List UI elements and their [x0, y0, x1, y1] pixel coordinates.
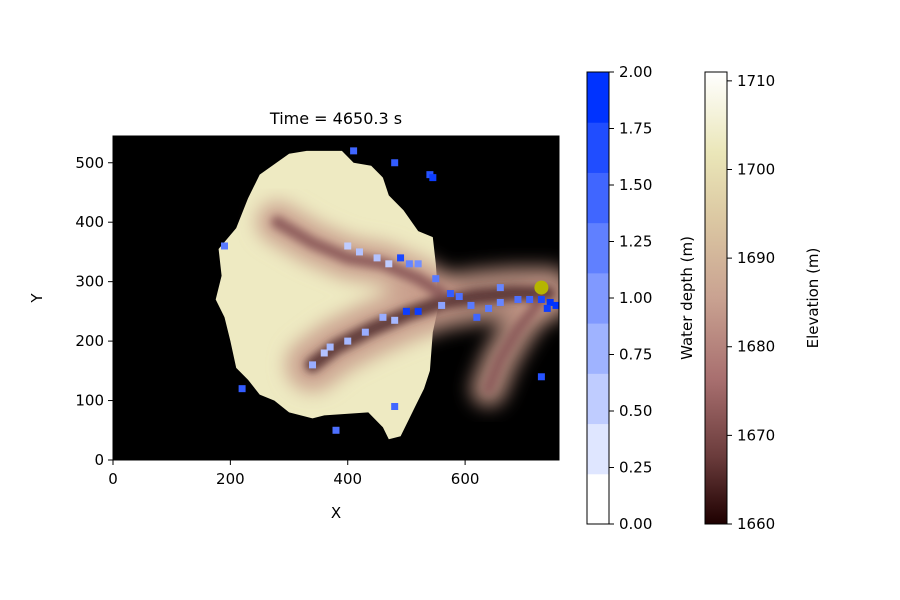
water-cell	[455, 293, 463, 301]
x-tick-label: 400	[333, 470, 362, 488]
water-depth-band	[587, 172, 609, 224]
water-layer	[221, 147, 559, 434]
elevation-tick-label: 1660	[737, 515, 775, 533]
elevation-colorbar-gradient	[705, 72, 727, 524]
water-depth-tick-label: 0.50	[619, 402, 652, 420]
water-cell	[373, 254, 381, 262]
water-depth-tick-label: 0.75	[619, 346, 652, 364]
chart-title: Time = 4650.3 s	[269, 109, 402, 128]
y-tick-label: 200	[75, 332, 104, 350]
y-tick-label: 500	[75, 154, 104, 172]
water-depth-band	[587, 122, 609, 173]
water-cell	[385, 260, 393, 268]
water-cell	[543, 304, 551, 312]
water-cell	[391, 159, 399, 167]
elevation-tick-label: 1670	[737, 426, 775, 444]
water-cell	[485, 304, 493, 312]
water-depth-tick-label: 1.50	[619, 176, 652, 194]
y-axis-label: Y	[28, 293, 46, 304]
channel-main	[305, 286, 555, 373]
water-cell	[350, 147, 358, 155]
water-cell	[355, 248, 363, 256]
water-depth-band	[587, 222, 609, 274]
water-depth-tick-label: 2.00	[619, 63, 652, 81]
water-depth-colorbar: 0.00 0.25 0.50 0.75 1.00 1.25 1.50 1.75 2.00 Wat…	[586, 63, 696, 533]
water-cell	[379, 313, 387, 321]
water-depth-band	[587, 72, 609, 123]
water-depth-band	[587, 323, 609, 374]
x-axis-label: X	[331, 504, 341, 522]
x-tick-label: 0	[108, 470, 118, 488]
water-depth-tick-label: 0.00	[619, 515, 652, 533]
water-depth-tick-label: 0.25	[619, 459, 652, 477]
channel-north	[271, 216, 448, 300]
water-cell	[391, 316, 399, 324]
elevation-colorbar: 1660 1670 1680 1690 1700 1710 Elevation (m)	[704, 71, 822, 533]
water-cell	[405, 260, 413, 268]
water-depth-band	[587, 473, 609, 525]
elevation-colorbar-label: Elevation (m)	[804, 248, 822, 349]
plot-area	[112, 135, 560, 461]
water-depth-colorbar-bands	[587, 72, 609, 525]
plot-frame	[112, 135, 560, 461]
water-cell	[391, 402, 399, 410]
channel-south	[483, 294, 547, 394]
elevation-colorbar-ticks: 1660 1670 1680 1690 1700 1710	[727, 72, 775, 533]
water-cell	[546, 298, 554, 306]
x-tick-label: 600	[451, 470, 480, 488]
water-cell	[320, 349, 328, 357]
water-cell	[402, 307, 410, 315]
water-cell	[332, 426, 340, 434]
water-cell	[326, 343, 334, 351]
water-depth-band	[587, 272, 609, 324]
water-cell	[514, 295, 522, 303]
channel-shading	[271, 216, 555, 394]
water-cell	[438, 301, 446, 309]
water-cell	[344, 242, 352, 250]
water-cell	[344, 337, 352, 345]
water-depth-tick-label: 1.25	[619, 233, 652, 251]
y-tick-label: 0	[94, 451, 104, 469]
y-axis: 0 100 200 300 400 500	[75, 154, 113, 469]
water-cell	[429, 174, 437, 182]
water-cell	[496, 298, 504, 306]
water-cell	[361, 328, 369, 336]
water-cell	[414, 260, 422, 268]
x-axis: 0 200 400 600	[108, 460, 479, 488]
water-cell	[397, 254, 405, 262]
water-cell	[432, 275, 440, 283]
elevation-tick-label: 1680	[737, 338, 775, 356]
water-cell	[537, 295, 545, 303]
elevation-colorbar-frame	[704, 71, 728, 525]
elevation-tick-label: 1690	[737, 249, 775, 267]
elevation-tick-label: 1700	[737, 160, 775, 178]
water-cell	[446, 290, 454, 298]
water-depth-band	[587, 423, 609, 475]
water-depth-tick-label: 1.75	[619, 120, 652, 138]
water-cell	[526, 295, 534, 303]
y-tick-label: 100	[75, 392, 104, 410]
water-depth-band	[587, 373, 609, 425]
terrain-layer	[215, 150, 559, 440]
y-tick-label: 400	[75, 213, 104, 231]
water-cell	[552, 301, 559, 309]
water-cell	[467, 301, 475, 309]
water-cell	[496, 284, 504, 292]
outlet-point	[534, 280, 549, 295]
water-cell	[414, 307, 422, 315]
water-cell	[238, 385, 246, 393]
water-cell	[309, 361, 317, 369]
elevation-tick-label: 1710	[737, 72, 775, 90]
water-depth-colorbar-label: Water depth (m)	[678, 236, 696, 360]
x-tick-label: 200	[216, 470, 245, 488]
y-tick-label: 300	[75, 273, 104, 291]
water-depth-colorbar-ticks: 0.00 0.25 0.50 0.75 1.00 1.25 1.50 1.75 2.00	[609, 63, 652, 533]
water-cell	[537, 373, 545, 381]
water-cell	[221, 242, 228, 250]
water-cell	[473, 313, 481, 321]
water-depth-tick-label: 1.00	[619, 289, 652, 307]
